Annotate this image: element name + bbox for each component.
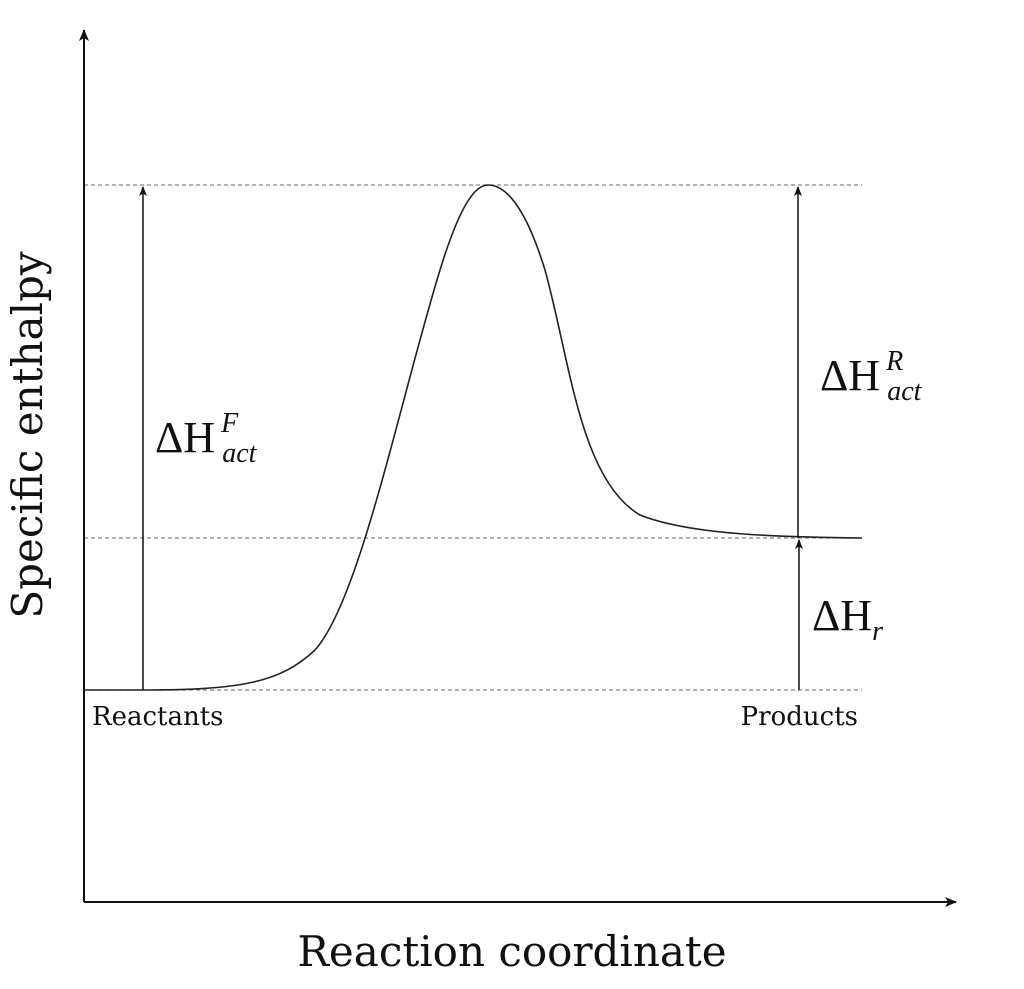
reaction-path-curve bbox=[84, 184, 863, 691]
y-axis-title: Specific enthalpy bbox=[3, 251, 52, 619]
products-label: Products bbox=[741, 702, 858, 732]
x-axis-title: Reaction coordinate bbox=[297, 927, 726, 976]
reaction-enthalpy-label: ΔHr bbox=[812, 591, 883, 647]
reactants-label: Reactants bbox=[92, 702, 224, 732]
